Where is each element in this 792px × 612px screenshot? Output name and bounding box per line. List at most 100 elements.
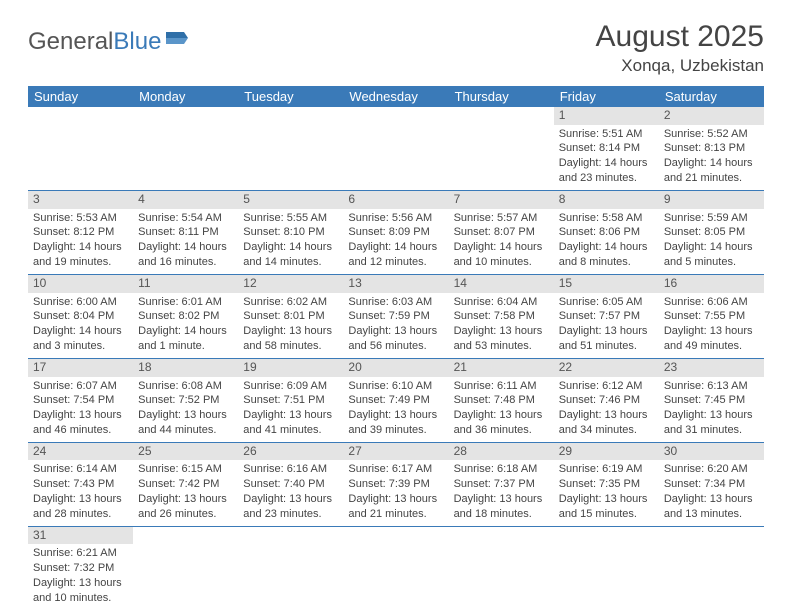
- calendar-cell: 31Sunrise: 6:21 AMSunset: 7:32 PMDayligh…: [28, 526, 133, 609]
- daylight-text: Daylight: 14 hours and 16 minutes.: [138, 240, 233, 270]
- sunset-text: Sunset: 7:54 PM: [33, 393, 128, 408]
- sunset-text: Sunset: 7:32 PM: [33, 561, 128, 576]
- day-details: Sunrise: 6:04 AMSunset: 7:58 PMDaylight:…: [449, 293, 554, 358]
- day-details: Sunrise: 5:55 AMSunset: 8:10 PMDaylight:…: [238, 209, 343, 274]
- day-details: Sunrise: 6:00 AMSunset: 8:04 PMDaylight:…: [28, 293, 133, 358]
- sunset-text: Sunset: 8:09 PM: [348, 225, 443, 240]
- sunrise-text: Sunrise: 6:08 AM: [138, 379, 233, 394]
- title-block: August 2025 Xonqa, Uzbekistan: [596, 20, 764, 76]
- calendar-cell: 8Sunrise: 5:58 AMSunset: 8:06 PMDaylight…: [554, 190, 659, 274]
- daylight-text: Daylight: 13 hours and 46 minutes.: [33, 408, 128, 438]
- day-details: Sunrise: 5:59 AMSunset: 8:05 PMDaylight:…: [659, 209, 764, 274]
- sunrise-text: Sunrise: 5:57 AM: [454, 211, 549, 226]
- weekday-header: Saturday: [659, 86, 764, 107]
- daylight-text: Daylight: 13 hours and 58 minutes.: [243, 324, 338, 354]
- sunset-text: Sunset: 8:13 PM: [664, 141, 759, 156]
- day-number: 15: [554, 275, 659, 293]
- day-details: Sunrise: 6:17 AMSunset: 7:39 PMDaylight:…: [343, 460, 448, 525]
- logo-text-2: Blue: [113, 28, 161, 56]
- day-number: 27: [343, 443, 448, 461]
- day-details: Sunrise: 6:06 AMSunset: 7:55 PMDaylight:…: [659, 293, 764, 358]
- sunset-text: Sunset: 7:43 PM: [33, 477, 128, 492]
- daylight-text: Daylight: 13 hours and 18 minutes.: [454, 492, 549, 522]
- sunset-text: Sunset: 8:07 PM: [454, 225, 549, 240]
- calendar-cell: 5Sunrise: 5:55 AMSunset: 8:10 PMDaylight…: [238, 190, 343, 274]
- sunrise-text: Sunrise: 6:06 AM: [664, 295, 759, 310]
- sunrise-text: Sunrise: 5:59 AM: [664, 211, 759, 226]
- calendar-cell: 24Sunrise: 6:14 AMSunset: 7:43 PMDayligh…: [28, 442, 133, 526]
- day-number: 21: [449, 359, 554, 377]
- calendar-cell: [133, 526, 238, 609]
- day-number: 11: [133, 275, 238, 293]
- calendar-cell: 21Sunrise: 6:11 AMSunset: 7:48 PMDayligh…: [449, 358, 554, 442]
- sunset-text: Sunset: 7:42 PM: [138, 477, 233, 492]
- day-number: 16: [659, 275, 764, 293]
- calendar-week-row: 3Sunrise: 5:53 AMSunset: 8:12 PMDaylight…: [28, 190, 764, 274]
- daylight-text: Daylight: 14 hours and 23 minutes.: [559, 156, 654, 186]
- calendar-cell: 17Sunrise: 6:07 AMSunset: 7:54 PMDayligh…: [28, 358, 133, 442]
- day-number: 9: [659, 191, 764, 209]
- day-number: 28: [449, 443, 554, 461]
- sunset-text: Sunset: 7:58 PM: [454, 309, 549, 324]
- calendar-cell: [133, 107, 238, 190]
- sunrise-text: Sunrise: 6:14 AM: [33, 462, 128, 477]
- calendar-cell: 27Sunrise: 6:17 AMSunset: 7:39 PMDayligh…: [343, 442, 448, 526]
- day-details: Sunrise: 6:02 AMSunset: 8:01 PMDaylight:…: [238, 293, 343, 358]
- day-details: Sunrise: 6:11 AMSunset: 7:48 PMDaylight:…: [449, 377, 554, 442]
- day-details: Sunrise: 6:09 AMSunset: 7:51 PMDaylight:…: [238, 377, 343, 442]
- sunset-text: Sunset: 8:12 PM: [33, 225, 128, 240]
- calendar-cell: 18Sunrise: 6:08 AMSunset: 7:52 PMDayligh…: [133, 358, 238, 442]
- day-details: Sunrise: 6:08 AMSunset: 7:52 PMDaylight:…: [133, 377, 238, 442]
- sunset-text: Sunset: 7:57 PM: [559, 309, 654, 324]
- day-details: Sunrise: 6:19 AMSunset: 7:35 PMDaylight:…: [554, 460, 659, 525]
- sunset-text: Sunset: 7:35 PM: [559, 477, 654, 492]
- logo-flag-icon: [164, 29, 190, 49]
- calendar-cell: 29Sunrise: 6:19 AMSunset: 7:35 PMDayligh…: [554, 442, 659, 526]
- day-details: Sunrise: 6:20 AMSunset: 7:34 PMDaylight:…: [659, 460, 764, 525]
- sunset-text: Sunset: 8:14 PM: [559, 141, 654, 156]
- calendar-cell: 26Sunrise: 6:16 AMSunset: 7:40 PMDayligh…: [238, 442, 343, 526]
- calendar-cell: 6Sunrise: 5:56 AMSunset: 8:09 PMDaylight…: [343, 190, 448, 274]
- day-number: 30: [659, 443, 764, 461]
- calendar-cell: [238, 526, 343, 609]
- weekday-header-row: Sunday Monday Tuesday Wednesday Thursday…: [28, 86, 764, 107]
- daylight-text: Daylight: 13 hours and 53 minutes.: [454, 324, 549, 354]
- day-number: 29: [554, 443, 659, 461]
- day-details: Sunrise: 6:18 AMSunset: 7:37 PMDaylight:…: [449, 460, 554, 525]
- calendar-week-row: 10Sunrise: 6:00 AMSunset: 8:04 PMDayligh…: [28, 274, 764, 358]
- daylight-text: Daylight: 14 hours and 14 minutes.: [243, 240, 338, 270]
- daylight-text: Daylight: 13 hours and 21 minutes.: [348, 492, 443, 522]
- calendar-week-row: 24Sunrise: 6:14 AMSunset: 7:43 PMDayligh…: [28, 442, 764, 526]
- calendar-cell: 22Sunrise: 6:12 AMSunset: 7:46 PMDayligh…: [554, 358, 659, 442]
- day-number: 31: [28, 527, 133, 545]
- calendar-cell: [659, 526, 764, 609]
- day-details: Sunrise: 6:13 AMSunset: 7:45 PMDaylight:…: [659, 377, 764, 442]
- daylight-text: Daylight: 14 hours and 12 minutes.: [348, 240, 443, 270]
- weekday-header: Monday: [133, 86, 238, 107]
- sunset-text: Sunset: 7:49 PM: [348, 393, 443, 408]
- day-number: 5: [238, 191, 343, 209]
- sunrise-text: Sunrise: 6:16 AM: [243, 462, 338, 477]
- daylight-text: Daylight: 14 hours and 1 minute.: [138, 324, 233, 354]
- sunrise-text: Sunrise: 6:09 AM: [243, 379, 338, 394]
- day-number: 14: [449, 275, 554, 293]
- weekday-header: Thursday: [449, 86, 554, 107]
- sunrise-text: Sunrise: 6:01 AM: [138, 295, 233, 310]
- calendar-cell: 23Sunrise: 6:13 AMSunset: 7:45 PMDayligh…: [659, 358, 764, 442]
- daylight-text: Daylight: 13 hours and 28 minutes.: [33, 492, 128, 522]
- day-number: 20: [343, 359, 448, 377]
- day-details: Sunrise: 5:54 AMSunset: 8:11 PMDaylight:…: [133, 209, 238, 274]
- calendar-cell: 25Sunrise: 6:15 AMSunset: 7:42 PMDayligh…: [133, 442, 238, 526]
- sunrise-text: Sunrise: 5:51 AM: [559, 127, 654, 142]
- day-number: 22: [554, 359, 659, 377]
- sunrise-text: Sunrise: 5:58 AM: [559, 211, 654, 226]
- daylight-text: Daylight: 13 hours and 44 minutes.: [138, 408, 233, 438]
- day-details: Sunrise: 6:05 AMSunset: 7:57 PMDaylight:…: [554, 293, 659, 358]
- weekday-header: Wednesday: [343, 86, 448, 107]
- day-details: Sunrise: 6:21 AMSunset: 7:32 PMDaylight:…: [28, 544, 133, 609]
- daylight-text: Daylight: 13 hours and 15 minutes.: [559, 492, 654, 522]
- calendar-cell: 10Sunrise: 6:00 AMSunset: 8:04 PMDayligh…: [28, 274, 133, 358]
- day-details: Sunrise: 6:03 AMSunset: 7:59 PMDaylight:…: [343, 293, 448, 358]
- calendar-cell: 15Sunrise: 6:05 AMSunset: 7:57 PMDayligh…: [554, 274, 659, 358]
- daylight-text: Daylight: 14 hours and 10 minutes.: [454, 240, 549, 270]
